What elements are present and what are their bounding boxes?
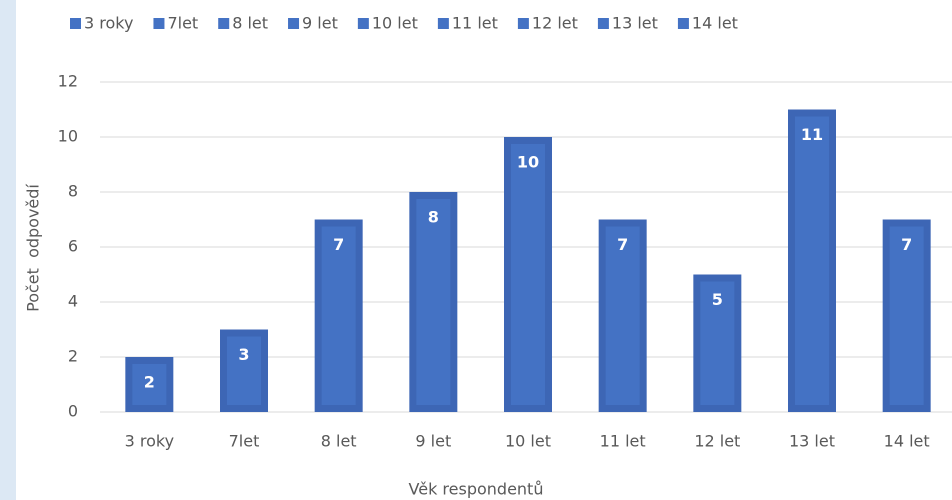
bar-highlight [416,199,451,405]
legend-label: 11 let [452,14,498,33]
bar-highlight [889,226,924,405]
legend-label: 3 roky [84,14,133,33]
y-axis-title: Počet odpovědí [24,184,43,312]
data-label: 7 [617,235,628,254]
y-tick-label: 12 [58,72,78,91]
x-tick-label: 7let [229,432,260,451]
data-label: 7 [901,235,912,254]
x-tick-label: 14 let [884,432,930,451]
x-tick-label: 9 let [415,432,451,451]
x-tick-label: 13 let [789,432,835,451]
legend-label: 9 let [302,14,338,33]
data-label: 8 [428,208,439,227]
y-tick-label: 4 [68,292,78,311]
legend-label: 13 let [612,14,658,33]
y-tick-label: 10 [58,127,78,146]
legend-swatch [218,18,230,29]
bar-highlight [227,336,261,405]
bar-highlight [321,226,356,405]
y-tick-label: 2 [68,347,78,366]
bar-highlight [511,144,545,405]
legend-swatch [517,18,529,29]
y-tick-label: 8 [68,182,78,201]
legend-swatch [437,18,449,29]
data-label: 5 [712,290,723,309]
y-tick-label: 6 [68,237,78,256]
legend-label: 14 let [692,14,738,33]
x-tick-label: 3 roky [125,432,174,451]
bar-highlight [795,116,829,405]
legend-swatch [357,18,369,29]
legend-swatch [677,18,689,29]
data-label: 3 [238,345,249,364]
x-tick-label: 11 let [600,432,646,451]
x-axis-title: Věk respondentů [409,480,544,499]
x-tick-label: 8 let [321,432,357,451]
legend-swatch [153,18,165,29]
legend-label: 7let [167,14,198,33]
bar-highlight [132,364,167,405]
legend-label: 12 let [532,14,578,33]
data-label: 2 [144,373,155,392]
x-tick-label: 10 let [505,432,551,451]
data-label: 11 [801,125,823,144]
legend-label: 8 let [232,14,268,33]
side-strip [0,0,16,500]
bar-highlight [700,281,735,405]
legend-label: 10 let [372,14,418,33]
bar-highlight [605,226,640,405]
x-tick-label: 12 let [694,432,740,451]
legend-swatch [70,18,81,29]
y-tick-label: 0 [68,402,78,421]
data-label: 10 [517,153,539,172]
legend-swatch [288,18,300,29]
legend-swatch [597,18,609,29]
data-label: 7 [333,235,344,254]
